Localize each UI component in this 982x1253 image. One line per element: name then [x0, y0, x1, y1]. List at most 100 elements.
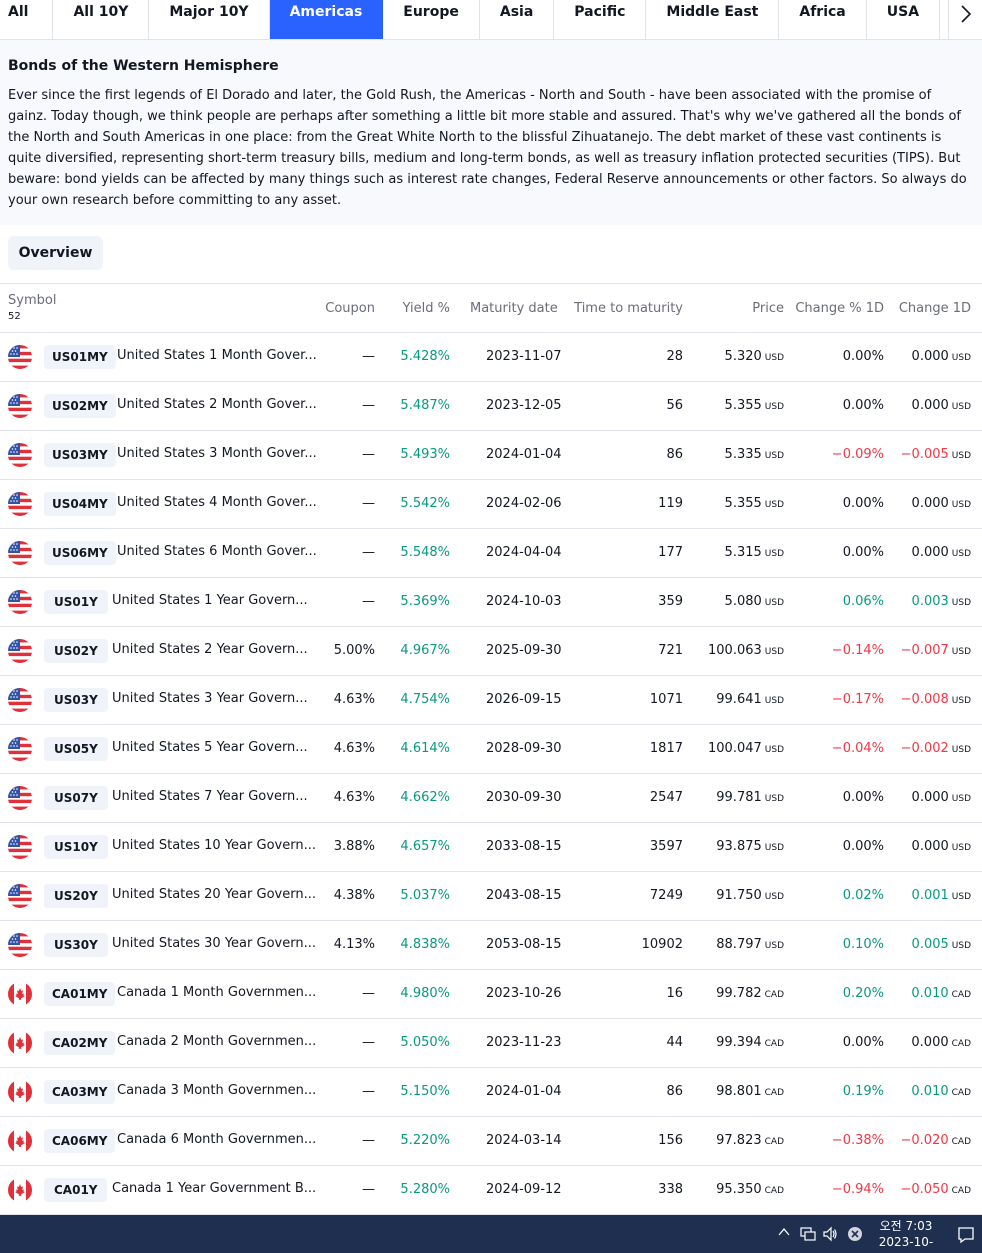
- header-change-pct-1d[interactable]: Change % 1D: [795, 301, 884, 316]
- tab-usa[interactable]: USA: [867, 0, 941, 39]
- bond-name[interactable]: Canada 6 Month Governmen...: [117, 1132, 317, 1147]
- table-row[interactable]: CA01MY Canada 1 Month Governmen... — 4.980%…: [0, 970, 982, 1019]
- ticker-badge[interactable]: US06MY: [44, 541, 116, 565]
- table-row[interactable]: US20Y United States 20 Year Govern... 4.38…: [0, 872, 982, 921]
- ticker-badge[interactable]: US07Y: [44, 786, 108, 810]
- ticker-badge[interactable]: CA01Y: [44, 1178, 108, 1202]
- close-circle-icon[interactable]: [847, 1226, 863, 1246]
- bond-name[interactable]: United States 1 Month Gover...: [117, 348, 317, 363]
- maturity-date-value: 2033-08-15: [486, 839, 562, 854]
- bonds-table-body: US01MY United States 1 Month Gover... — 5.4…: [0, 333, 982, 1215]
- change-number: 0.010: [911, 1084, 949, 1099]
- ticker-badge[interactable]: US01MY: [44, 345, 116, 369]
- ticker-badge[interactable]: US04MY: [44, 492, 116, 516]
- tab-asia[interactable]: Asia: [480, 0, 555, 39]
- ticker-badge[interactable]: CA03MY: [44, 1080, 116, 1104]
- header-price[interactable]: Price: [752, 301, 784, 316]
- notification-icon[interactable]: [957, 1226, 975, 1248]
- tab-europe[interactable]: Europe: [383, 0, 480, 39]
- table-row[interactable]: US07Y United States 7 Year Govern... 4.63%…: [0, 774, 982, 823]
- price-value: 98.801 CAD: [716, 1084, 784, 1099]
- price-value: 95.350 CAD: [716, 1182, 784, 1197]
- table-row[interactable]: US05Y United States 5 Year Govern... 4.63%…: [0, 725, 982, 774]
- tab-americas[interactable]: Americas: [269, 0, 384, 39]
- table-row[interactable]: US01Y United States 1 Year Govern... — 5.36…: [0, 578, 982, 627]
- header-coupon[interactable]: Coupon: [325, 301, 375, 316]
- time-to-maturity-value: 359: [658, 594, 683, 609]
- header-symbol[interactable]: Symbol: [8, 293, 57, 308]
- change-value: −0.050 CAD: [901, 1182, 971, 1197]
- coupon-value: 4.63%: [333, 741, 375, 756]
- table-row[interactable]: US02MY United States 2 Month Gover... — 5.4…: [0, 382, 982, 431]
- tab-major-10y[interactable]: Major 10Y: [149, 0, 270, 39]
- overview-button[interactable]: Overview: [8, 236, 103, 270]
- table-row[interactable]: US04MY United States 4 Month Gover... — 5.5…: [0, 480, 982, 529]
- table-row[interactable]: US03MY United States 3 Month Gover... — 5.4…: [0, 431, 982, 480]
- bond-name[interactable]: United States 1 Year Govern...: [112, 593, 308, 608]
- table-row[interactable]: US01MY United States 1 Month Gover... — 5.4…: [0, 333, 982, 382]
- tab-africa[interactable]: Africa: [779, 0, 867, 39]
- header-yield[interactable]: Yield %: [402, 301, 450, 316]
- ticker-badge[interactable]: US10Y: [44, 835, 108, 859]
- ticker-badge[interactable]: CA02MY: [44, 1031, 116, 1055]
- bond-name[interactable]: Canada 2 Month Governmen...: [117, 1034, 317, 1049]
- system-clock[interactable]: 오전 7:03 2023-10-11: [872, 1218, 940, 1253]
- ticker-badge[interactable]: US05Y: [44, 737, 108, 761]
- table-row[interactable]: US02Y United States 2 Year Govern... 5.00%…: [0, 627, 982, 676]
- change-pct-value: 0.00%: [842, 545, 884, 560]
- price-value: 88.797 USD: [716, 937, 784, 952]
- tab-middle-east[interactable]: Middle East: [646, 0, 780, 39]
- bond-name[interactable]: United States 6 Month Gover...: [117, 544, 317, 559]
- header-maturity-date[interactable]: Maturity date: [470, 301, 558, 316]
- bond-name[interactable]: United States 20 Year Govern...: [112, 887, 316, 902]
- header-change-1d[interactable]: Change 1D: [898, 301, 971, 316]
- ticker-badge[interactable]: CA01MY: [44, 982, 116, 1006]
- ticker-badge[interactable]: US02MY: [44, 394, 116, 418]
- coupon-value: —: [362, 1182, 375, 1197]
- bond-name[interactable]: Canada 1 Year Government B...: [112, 1181, 317, 1196]
- ticker-badge[interactable]: US02Y: [44, 639, 108, 663]
- table-row[interactable]: CA01Y Canada 1 Year Government B... — 5.280…: [0, 1166, 982, 1215]
- time-to-maturity-value: 177: [658, 545, 683, 560]
- ticker-badge[interactable]: CA06MY: [44, 1129, 116, 1153]
- table-row[interactable]: US06MY United States 6 Month Gover... — 5.5…: [0, 529, 982, 578]
- tab-all[interactable]: All: [0, 0, 54, 39]
- us-flag-icon: [8, 541, 32, 565]
- maturity-date-value: 2024-04-04: [486, 545, 562, 560]
- ticker-badge[interactable]: US03Y: [44, 688, 108, 712]
- table-row[interactable]: US03Y United States 3 Year Govern... 4.63%…: [0, 676, 982, 725]
- table-row[interactable]: US10Y United States 10 Year Govern... 3.88…: [0, 823, 982, 872]
- price-number: 99.394: [716, 1035, 762, 1050]
- change-currency: USD: [951, 843, 971, 853]
- canada-flag-icon: [8, 982, 32, 1006]
- header-time-to-maturity[interactable]: Time to maturity: [574, 301, 683, 316]
- chevron-up-icon[interactable]: [778, 1226, 790, 1242]
- table-row[interactable]: CA06MY Canada 6 Month Governmen... — 5.220%…: [0, 1117, 982, 1166]
- network-icon[interactable]: [800, 1226, 816, 1246]
- change-currency: USD: [951, 647, 971, 657]
- yield-value: 5.220%: [400, 1133, 450, 1148]
- bond-name[interactable]: United States 3 Month Gover...: [117, 446, 317, 461]
- bond-name[interactable]: United States 4 Month Gover...: [117, 495, 317, 510]
- ticker-badge[interactable]: US03MY: [44, 443, 116, 467]
- bond-name[interactable]: United States 10 Year Govern...: [112, 838, 316, 853]
- bond-name[interactable]: United States 7 Year Govern...: [112, 789, 308, 804]
- table-row[interactable]: CA02MY Canada 2 Month Governmen... — 5.050%…: [0, 1019, 982, 1068]
- bond-name[interactable]: Canada 1 Month Governmen...: [117, 985, 317, 1000]
- tabs-scroll-right-button[interactable]: [948, 0, 982, 39]
- volume-icon[interactable]: [822, 1226, 838, 1246]
- table-row[interactable]: US30Y United States 30 Year Govern... 4.13…: [0, 921, 982, 970]
- bond-name[interactable]: Canada 3 Month Governmen...: [117, 1083, 317, 1098]
- change-currency: USD: [951, 598, 971, 608]
- bond-name[interactable]: United States 3 Year Govern...: [112, 691, 308, 706]
- tab-pacific[interactable]: Pacific: [554, 0, 647, 39]
- bond-name[interactable]: United States 5 Year Govern...: [112, 740, 308, 755]
- bond-name[interactable]: United States 30 Year Govern...: [112, 936, 316, 951]
- ticker-badge[interactable]: US01Y: [44, 590, 108, 614]
- table-row[interactable]: CA03MY Canada 3 Month Governmen... — 5.150%…: [0, 1068, 982, 1117]
- ticker-badge[interactable]: US20Y: [44, 884, 108, 908]
- bond-name[interactable]: United States 2 Month Gover...: [117, 397, 317, 412]
- ticker-badge[interactable]: US30Y: [44, 933, 108, 957]
- bond-name[interactable]: United States 2 Year Govern...: [112, 642, 308, 657]
- tab-all-10y[interactable]: All 10Y: [53, 0, 150, 39]
